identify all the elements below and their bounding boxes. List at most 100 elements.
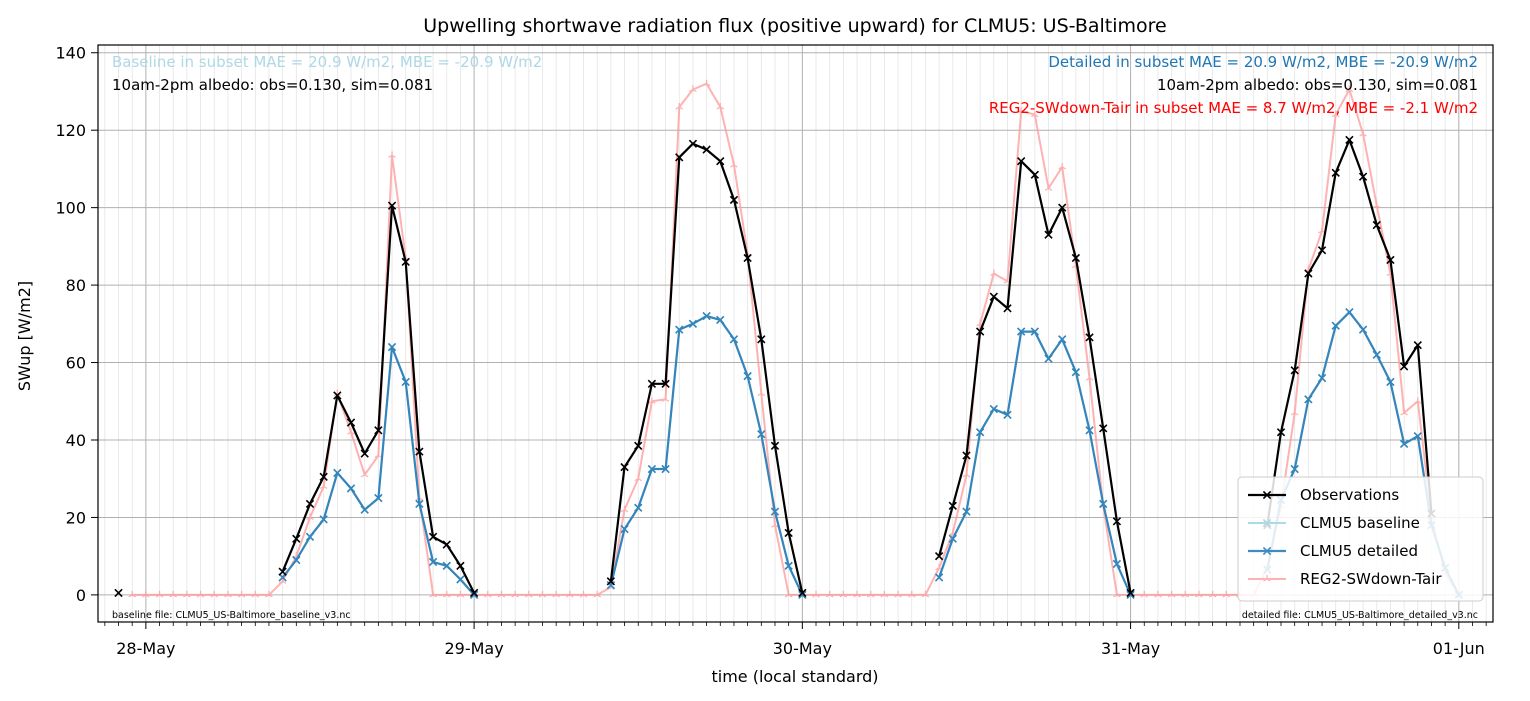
- x-marker: [948, 501, 957, 510]
- legend-label: Observations: [1300, 486, 1399, 504]
- x-marker: [114, 588, 123, 598]
- x-marker: [661, 464, 670, 474]
- x-marker: [1099, 424, 1108, 433]
- tri-marker: [497, 590, 506, 598]
- tri-marker: [1044, 184, 1053, 191]
- tri-marker: [853, 590, 861, 598]
- tri-marker: [634, 474, 643, 482]
- x-marker: [1399, 362, 1409, 371]
- tri-marker: [648, 397, 656, 404]
- x-marker: [305, 532, 315, 541]
- x-marker: [1071, 368, 1081, 377]
- legend-label: CLMU5 detailed: [1300, 542, 1418, 560]
- tri-marker: [784, 590, 793, 598]
- x-marker: [975, 428, 985, 437]
- x-marker: [374, 493, 383, 503]
- x-marker: [456, 561, 465, 571]
- x-marker: [1085, 333, 1094, 342]
- legend-swatch: [1248, 546, 1286, 556]
- plot-area: 28-May 29-May 30-May 31-May 01-Jun 0 20 40 60 80 1…: [55, 44, 1494, 658]
- tri-marker: [1181, 590, 1190, 598]
- tri-marker: [1331, 110, 1340, 118]
- y-axis-label: SWup [W/m2]: [15, 281, 34, 391]
- x-marker: [1358, 172, 1368, 181]
- x-marker: [1413, 431, 1422, 441]
- x-marker: [716, 157, 725, 166]
- x-marker: [743, 371, 752, 381]
- tri-marker: [210, 590, 219, 598]
- x-marker: [989, 292, 998, 301]
- tri-marker: [1195, 590, 1203, 598]
- tri-marker: [1167, 590, 1176, 598]
- x-marker: [647, 464, 657, 474]
- tri-marker: [265, 590, 273, 598]
- tri-marker: [962, 470, 971, 478]
- x-marker: [333, 468, 342, 478]
- x-marker: [688, 319, 698, 328]
- x-marker: [798, 588, 807, 598]
- x-marker: [1058, 203, 1067, 212]
- tri-marker: [1058, 162, 1066, 170]
- x-marker: [975, 327, 985, 336]
- series-clmu5-detailed: [278, 308, 1463, 600]
- tri-marker: [757, 389, 766, 397]
- chart-title: Upwelling shortwave radiation flux (posi…: [423, 15, 1166, 37]
- tri-marker: [1263, 575, 1271, 582]
- baseline-file-note: baseline file: CLMU5_US-Baltimore_baseli…: [112, 610, 351, 621]
- x-marker: [1126, 588, 1135, 598]
- x-marker: [1262, 518, 1272, 528]
- x-marker: [346, 484, 356, 493]
- legend-swatch: [1248, 575, 1286, 582]
- tri-marker: [579, 590, 588, 598]
- tri-marker: [183, 590, 191, 598]
- tri-marker: [1345, 85, 1354, 93]
- detailed-stats-annotation: Detailed in subset MAE = 20.9 W/m2, MBE …: [1048, 53, 1478, 71]
- x-marker: [702, 145, 711, 154]
- x-tick-label: 28-May: [116, 639, 175, 658]
- x-marker: [415, 447, 424, 456]
- x-marker: [1058, 335, 1067, 344]
- x-marker: [346, 418, 356, 427]
- x-marker: [1358, 325, 1368, 334]
- x-marker: [1345, 135, 1354, 145]
- tri-marker: [1154, 590, 1162, 598]
- x-marker: [948, 534, 957, 543]
- x-marker: [675, 153, 684, 162]
- x-marker: [1317, 246, 1327, 255]
- tri-marker: [429, 590, 437, 598]
- tri-marker: [456, 590, 465, 598]
- x-marker: [989, 404, 998, 414]
- x-marker: [757, 335, 766, 344]
- x-marker: [1331, 321, 1340, 330]
- tri-marker: [907, 590, 916, 598]
- x-marker: [319, 515, 328, 524]
- x-marker: [469, 588, 479, 598]
- tri-marker: [196, 590, 205, 598]
- legend: Observations CLMU5 baseline CLMU5 detailed…: [1237, 476, 1484, 602]
- tri-marker: [224, 590, 232, 598]
- x-marker: [278, 567, 287, 576]
- tri-marker: [1208, 590, 1217, 598]
- x-marker: [1044, 354, 1053, 363]
- tri-marker: [1113, 590, 1121, 598]
- x-tick-label: 31-May: [1101, 639, 1160, 658]
- tri-marker: [730, 161, 738, 168]
- y-tick-label: 60: [66, 354, 86, 373]
- tri-marker: [620, 505, 629, 513]
- x-marker: [962, 507, 971, 516]
- tri-marker: [894, 590, 902, 598]
- x-marker: [1071, 253, 1081, 263]
- tri-marker: [880, 590, 889, 598]
- tri-marker: [1222, 590, 1231, 598]
- detailed-file-note: detailed file: CLMU5_US-Baltimore_detail…: [1242, 610, 1478, 621]
- x-marker: [1304, 395, 1313, 404]
- x-marker: [442, 540, 451, 549]
- tri-marker: [552, 590, 560, 598]
- x-marker: [1262, 546, 1272, 556]
- x-marker: [442, 561, 451, 571]
- x-marker: [1003, 410, 1012, 419]
- x-marker: [1003, 304, 1012, 313]
- y-tick-label: 140: [55, 44, 86, 63]
- x-marker: [729, 195, 739, 205]
